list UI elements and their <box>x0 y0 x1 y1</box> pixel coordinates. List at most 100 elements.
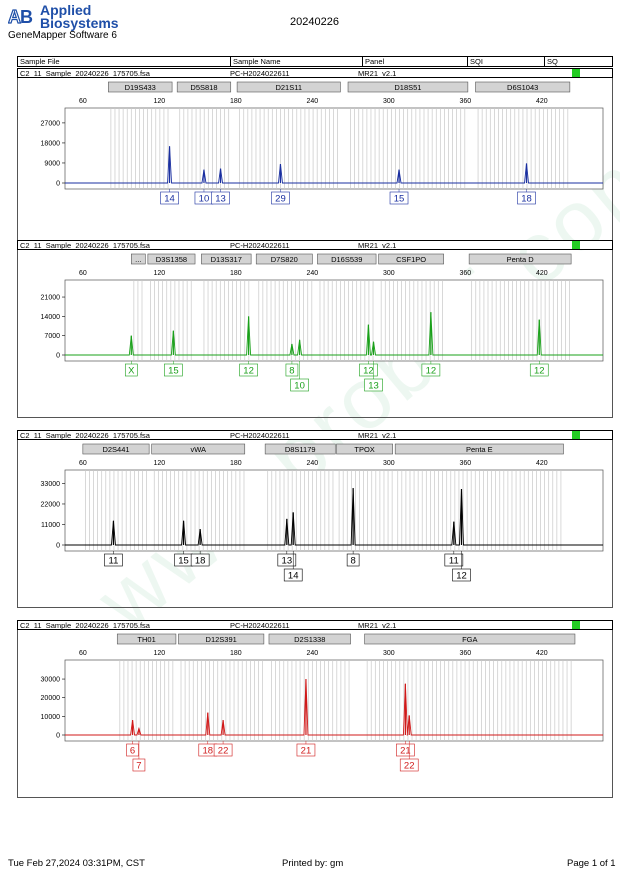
marker-bar[interactable] <box>236 81 341 93</box>
marker-bar[interactable] <box>82 443 150 455</box>
marker-bar[interactable] <box>347 81 469 93</box>
x-tick-label: 60 <box>79 650 87 657</box>
allele-call-box[interactable] <box>296 743 316 757</box>
allele-call-box[interactable] <box>104 553 123 567</box>
marker-bar[interactable] <box>268 633 351 645</box>
marker-bar[interactable] <box>116 633 177 645</box>
allele-call-label: 12 <box>534 366 545 377</box>
y-tick-label: 0 <box>56 353 60 360</box>
allele-call-box[interactable] <box>452 568 471 582</box>
allele-call-box[interactable] <box>359 363 378 377</box>
allele-call-box[interactable] <box>346 553 360 567</box>
allele-call-box[interactable] <box>271 191 290 205</box>
allele-call-label: 8 <box>350 556 355 567</box>
x-tick-label: 360 <box>459 460 471 467</box>
svg-text:B: B <box>20 7 33 27</box>
marker-bar[interactable] <box>264 443 336 455</box>
sizing-quality-indicator <box>572 621 580 629</box>
allele-call-label: 11 <box>109 556 119 567</box>
marker-label: D3S1358 <box>156 255 187 264</box>
allele-call-box[interactable] <box>213 743 233 757</box>
allele-call-box[interactable] <box>444 553 464 567</box>
allele-call-box[interactable] <box>517 191 536 205</box>
marker-bar[interactable] <box>364 633 576 645</box>
x-tick-label: 360 <box>459 650 471 657</box>
x-tick-label: 120 <box>153 650 165 657</box>
x-tick-label: 180 <box>230 98 242 105</box>
allele-call-label: 10 <box>294 381 305 392</box>
col-sqi: SQI <box>467 56 545 67</box>
marker-label: D5S818 <box>190 83 217 92</box>
marker-label: FGA <box>462 635 477 644</box>
sizing-quality-indicator <box>572 69 580 77</box>
marker-bar[interactable] <box>201 253 252 265</box>
allele-call-box[interactable] <box>132 758 146 772</box>
allele-call-box[interactable] <box>126 743 139 757</box>
marker-bar[interactable] <box>468 253 572 265</box>
allele-call-box[interactable] <box>124 363 138 377</box>
printed-by: Printed by: gm <box>282 858 344 869</box>
panel-name: MR21_v2.1 <box>358 69 397 78</box>
marker-label: D12S391 <box>206 635 237 644</box>
allele-call-box[interactable] <box>421 363 441 377</box>
allele-call-box[interactable] <box>164 363 183 377</box>
x-tick-label: 120 <box>153 270 165 277</box>
sizing-quality-indicator <box>572 431 580 439</box>
allele-call-label: 13 <box>282 556 293 567</box>
allele-call-box[interactable] <box>211 191 230 205</box>
marker-label: vWA <box>190 445 206 454</box>
y-tick-label: 9000 <box>44 160 60 167</box>
allele-call-box[interactable] <box>277 553 297 567</box>
x-tick-label: 60 <box>79 98 87 105</box>
x-tick-label: 180 <box>230 650 242 657</box>
allele-call-box[interactable] <box>529 363 549 377</box>
marker-label: Penta E <box>466 445 493 454</box>
marker-label: Penta D <box>507 255 535 264</box>
allele-call-box[interactable] <box>290 378 309 392</box>
brand-name: Applied Biosystems <box>40 3 119 30</box>
software-name: GeneMapper Software 6 <box>8 30 117 41</box>
marker-bar[interactable] <box>178 633 265 645</box>
allele-call-box[interactable] <box>283 568 303 582</box>
x-tick-label: 60 <box>79 460 87 467</box>
allele-call-box[interactable] <box>190 553 210 567</box>
allele-call-box[interactable] <box>239 363 258 377</box>
allele-call-label: 14 <box>288 571 299 582</box>
allele-call-label: 8 <box>289 366 294 377</box>
allele-call-box[interactable] <box>396 743 415 757</box>
marker-label: D6S1043 <box>507 83 538 92</box>
allele-call-box[interactable] <box>364 378 383 392</box>
allele-call-box[interactable] <box>389 191 409 205</box>
x-tick-label: 420 <box>536 270 548 277</box>
allele-call-box[interactable] <box>285 363 299 377</box>
marker-bar[interactable] <box>394 443 564 455</box>
x-tick-label: 420 <box>536 98 548 105</box>
marker-bar[interactable] <box>475 81 571 93</box>
allele-call-label: 12 <box>243 366 254 377</box>
x-tick-label: 420 <box>536 650 548 657</box>
y-tick-label: 14000 <box>41 314 61 321</box>
electropherogram-black: D2S441 vWA D8S1179 TPOX Penta E60 120 180 240 30… <box>41 443 604 582</box>
sample-name: PC-H2024022611 <box>230 241 290 250</box>
marker-bar[interactable] <box>176 81 232 93</box>
marker-bar[interactable] <box>378 253 444 265</box>
marker-label: D13S317 <box>211 255 242 264</box>
marker-bar[interactable] <box>130 253 146 265</box>
marker-bar[interactable] <box>317 253 377 265</box>
signal-trace <box>65 146 603 184</box>
allele-call-box[interactable] <box>160 191 179 205</box>
marker-bar[interactable] <box>151 443 246 455</box>
allele-call-label: 12 <box>456 571 467 582</box>
marker-label: D18S51 <box>394 83 421 92</box>
allele-call-box[interactable] <box>399 758 419 772</box>
allele-call-label: 18 <box>195 556 206 567</box>
marker-bar[interactable] <box>108 81 173 93</box>
marker-bar[interactable] <box>255 253 313 265</box>
marker-bar[interactable] <box>336 443 393 455</box>
x-tick-label: 180 <box>230 460 242 467</box>
marker-bar[interactable] <box>147 253 196 265</box>
x-tick-label: 360 <box>459 98 471 105</box>
x-tick-label: 240 <box>306 270 318 277</box>
y-tick-label: 22000 <box>41 501 61 508</box>
marker-label: TPOX <box>354 445 374 454</box>
